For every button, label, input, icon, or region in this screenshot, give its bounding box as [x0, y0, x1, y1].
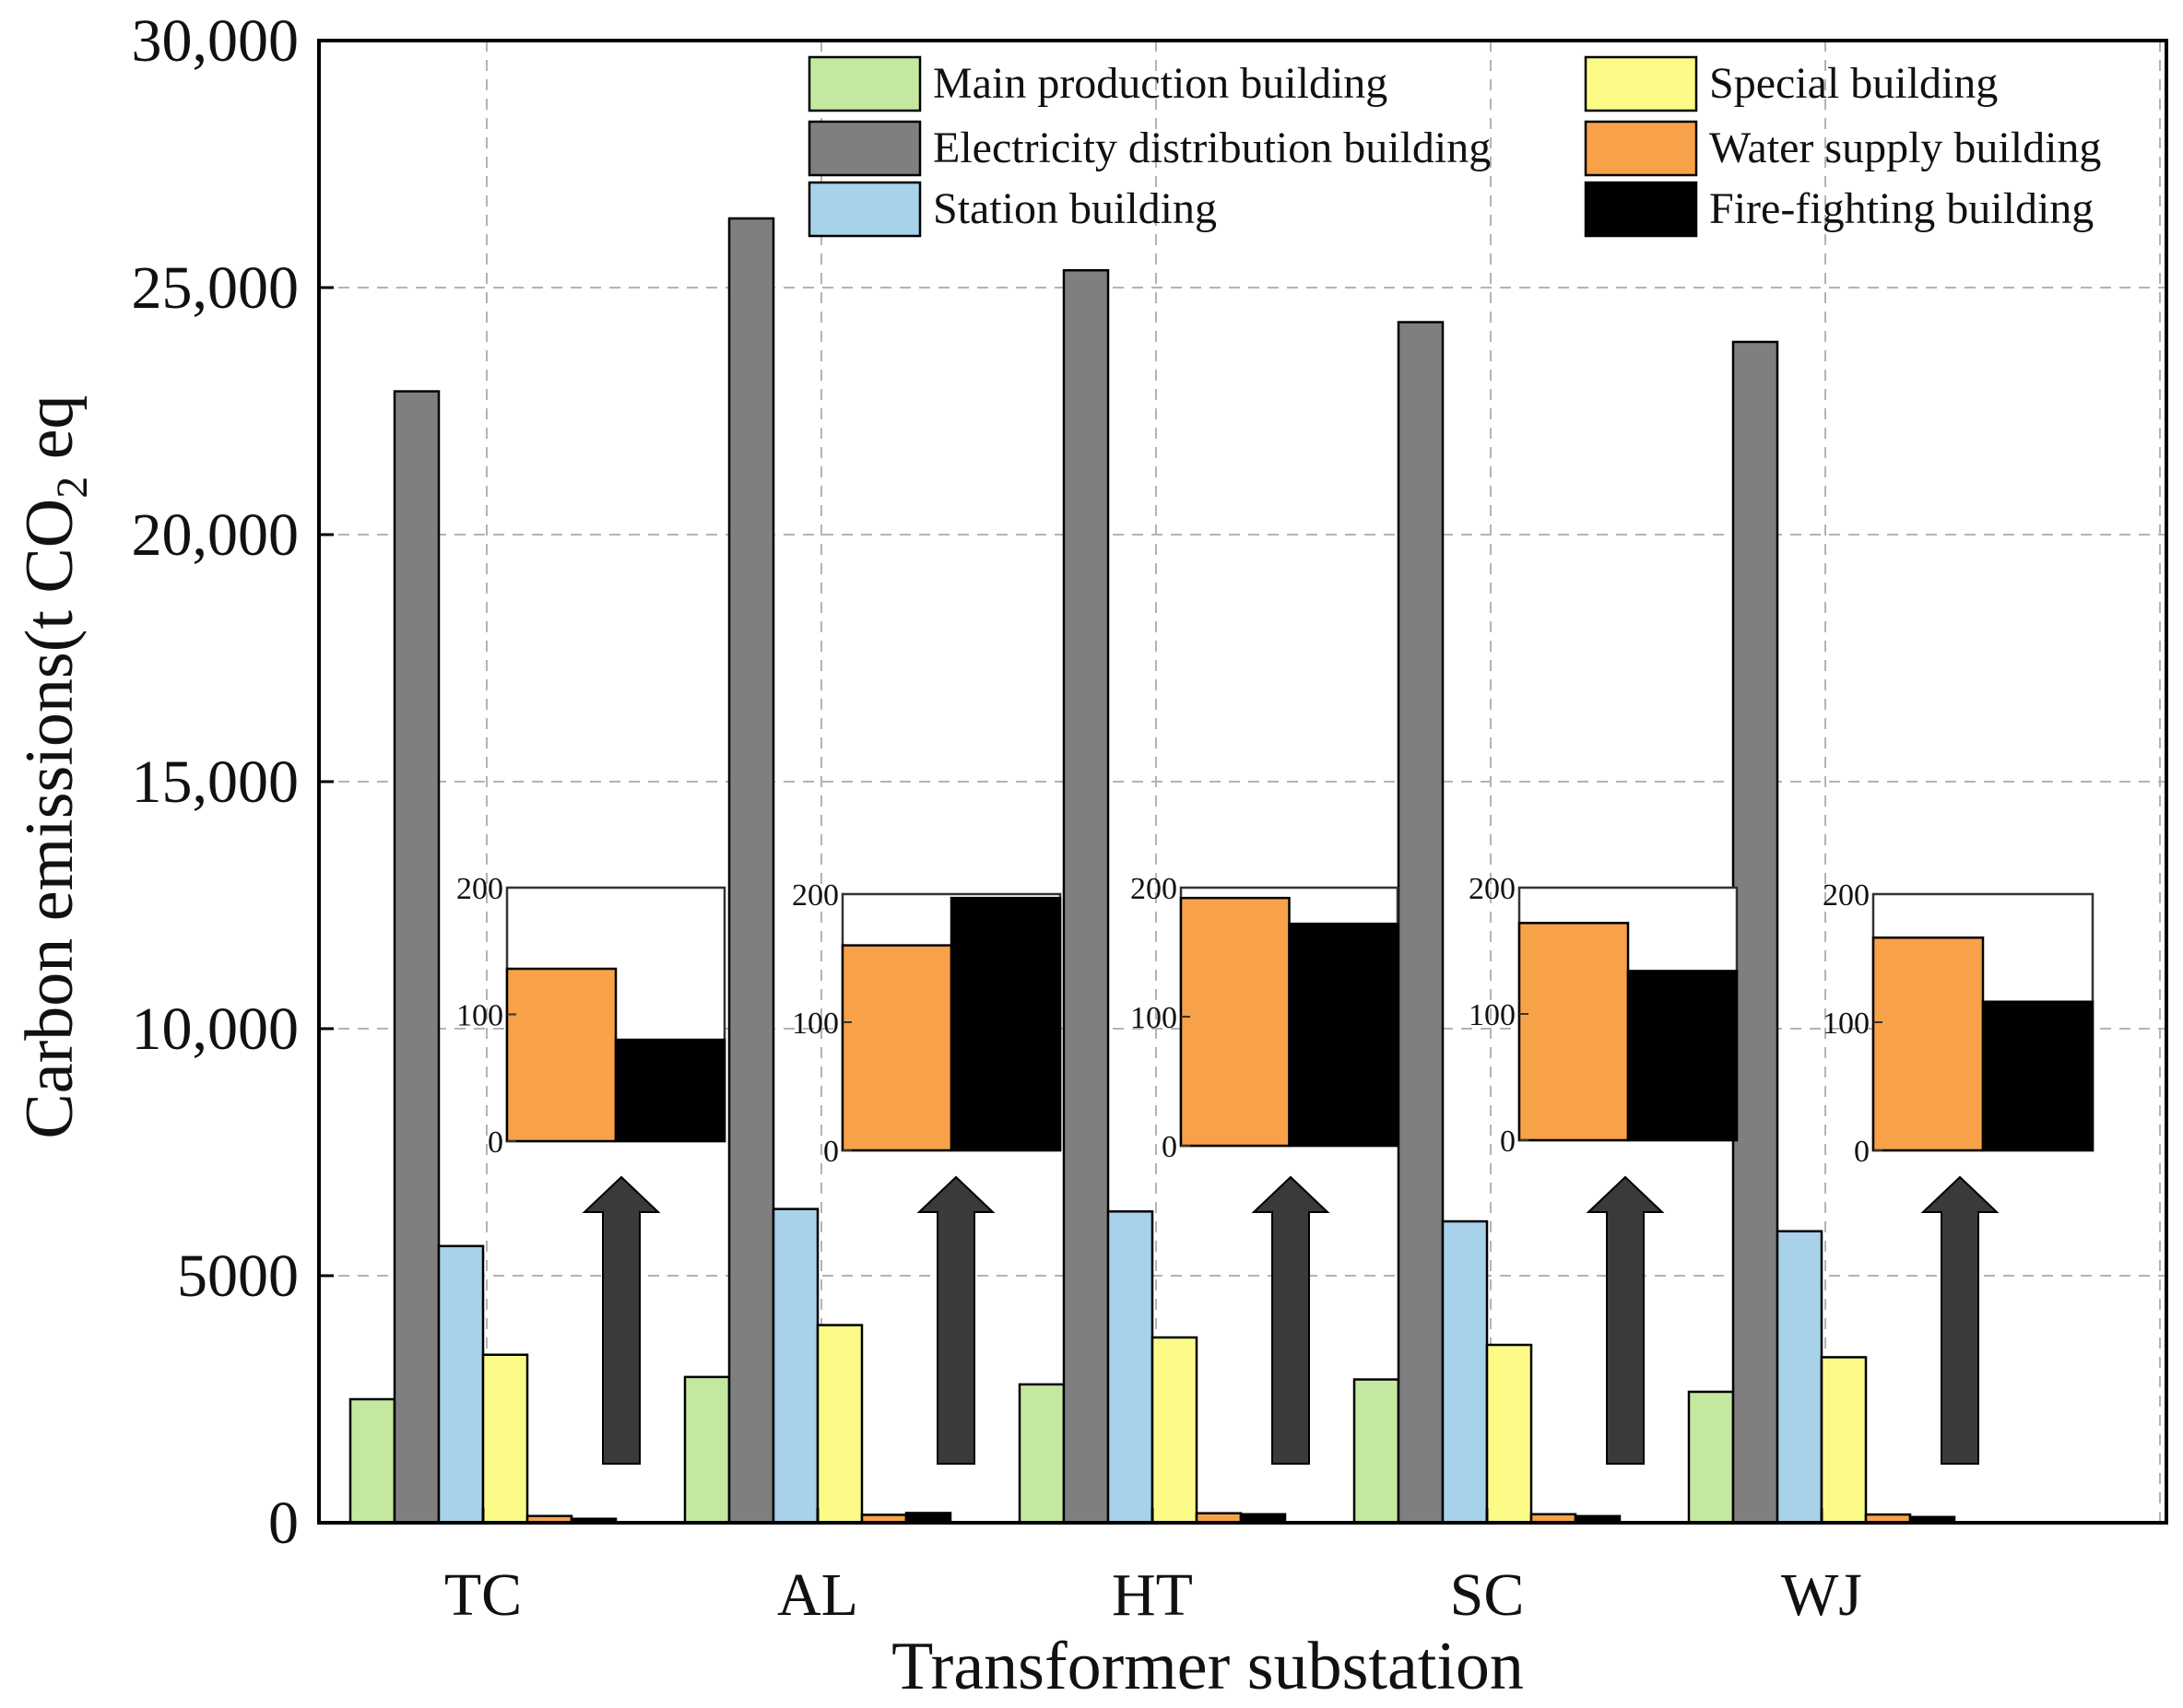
- inset-tick-label: 100: [1469, 998, 1516, 1032]
- y-tick-label: 30,000: [132, 7, 300, 75]
- inset-tick-label: 0: [823, 1135, 839, 1169]
- legend-item-station-building: Station building: [808, 181, 1217, 238]
- inset-bar-water-supply-building-wj: [1871, 936, 1985, 1152]
- inset-arrows: [582, 1175, 2000, 1465]
- bar-special-building-tc: [481, 1353, 529, 1525]
- inset-tick-label: 200: [1823, 878, 1870, 913]
- legend-swatch: [1584, 55, 1698, 112]
- inset-tick-label: 0: [1854, 1135, 1870, 1169]
- arrow-icon-tc: [582, 1175, 661, 1465]
- y-axis-title: Carbon emissions(t CO2 eq: [12, 395, 97, 1138]
- inset-tick-label: 200: [1130, 872, 1177, 906]
- grid-lines: [319, 41, 2166, 1523]
- arrow-icon-wj: [1920, 1175, 2000, 1465]
- legend-item-main-production-building: Main production building: [808, 55, 1387, 112]
- legend-label: Main production building: [933, 59, 1387, 108]
- inset-bar-fire-fighting-building-wj: [1981, 1000, 2094, 1152]
- bar-main-production-building-tc: [348, 1397, 396, 1525]
- bar-station-building-tc: [437, 1244, 485, 1525]
- legend: Main production building Electricity dist…: [808, 55, 2101, 238]
- arrow-icon-al: [916, 1175, 996, 1465]
- legend-item-fire-fighting-building: Fire-fighting building: [1584, 181, 2094, 238]
- inset-tick-label: 100: [1130, 1001, 1177, 1035]
- legend-label: Fire-fighting building: [1709, 184, 2094, 233]
- x-tick-label-wj: WJ: [1781, 1561, 1862, 1629]
- bar-special-building-ht: [1150, 1336, 1198, 1525]
- bar-electricity-distribution-building-al: [727, 217, 775, 1525]
- bar-main-production-building-al: [683, 1375, 731, 1525]
- y-tick-label: 25,000: [132, 254, 300, 322]
- legend-label: Station building: [933, 184, 1217, 233]
- legend-swatch: [808, 120, 922, 177]
- inset-al: 0 100 200: [792, 878, 1062, 1169]
- x-tick-label-ht: HT: [1112, 1561, 1193, 1629]
- axes: 0 5000 10,000 15,000 20,000 25,000 30,000 TC AL H…: [12, 7, 2168, 1704]
- bar-main-production-building-sc: [1352, 1378, 1400, 1525]
- bar-station-building-ht: [1106, 1210, 1154, 1525]
- arrow-icon-sc: [1586, 1175, 1665, 1465]
- bar-station-building-wj: [1776, 1230, 1823, 1525]
- legend-swatch: [808, 55, 922, 112]
- inset-bar-water-supply-building-tc: [505, 967, 618, 1143]
- y-tick-label: 5000: [177, 1243, 299, 1310]
- x-tick-label-al: AL: [777, 1561, 858, 1629]
- inset-ht: 0 100 200: [1130, 872, 1399, 1164]
- bar-special-building-wj: [1820, 1356, 1868, 1525]
- inset-tick-label: 200: [792, 878, 839, 913]
- bar-special-building-al: [816, 1324, 864, 1525]
- x-tick-label-tc: TC: [444, 1561, 522, 1629]
- inset-tick-label: 0: [488, 1125, 503, 1160]
- legend-swatch: [1584, 120, 1698, 177]
- y-tick-label: 15,000: [132, 748, 300, 816]
- x-axis-title: Transformer substation: [891, 1629, 1524, 1703]
- inset-tick-label: 100: [1823, 1007, 1870, 1041]
- legend-label: Water supply building: [1709, 124, 2101, 172]
- inset-tick-label: 100: [456, 999, 503, 1033]
- inset-bar-fire-fighting-building-al: [950, 896, 1062, 1152]
- inset-bar-fire-fighting-building-tc: [614, 1038, 726, 1143]
- inset-tick-label: 0: [1162, 1130, 1177, 1164]
- legend-item-electricity-distribution-building: Electricity distribution building: [808, 120, 1491, 177]
- bar-main-production-building-ht: [1018, 1383, 1066, 1525]
- inset-sc: 0 100 200: [1469, 872, 1739, 1159]
- bar-special-building-sc: [1485, 1343, 1533, 1525]
- bar-electricity-distribution-building-tc: [393, 390, 441, 1525]
- inset-bar-fire-fighting-building-sc: [1626, 970, 1739, 1142]
- inset-bar-water-supply-building-sc: [1517, 922, 1630, 1142]
- inset-tick-label: 200: [456, 872, 503, 906]
- legend-item-special-building: Special building: [1584, 55, 1998, 112]
- inset-tick-label: 0: [1500, 1125, 1516, 1159]
- bar-electricity-distribution-building-wj: [1731, 340, 1779, 1525]
- legend-swatch: [1584, 181, 1698, 238]
- inset-tick-label: 100: [792, 1007, 839, 1041]
- inset-bar-water-supply-building-ht: [1179, 896, 1291, 1148]
- legend-item-water-supply-building: Water supply building: [1584, 120, 2101, 177]
- inset-bar-fire-fighting-building-ht: [1288, 922, 1399, 1148]
- bar-main-production-building-wj: [1687, 1390, 1735, 1525]
- legend-label: Special building: [1709, 59, 1998, 108]
- bar-station-building-al: [772, 1207, 820, 1525]
- legend-label: Electricity distribution building: [933, 124, 1491, 172]
- inset-tc: 0 100 200: [456, 872, 726, 1160]
- y-tick-label: 20,000: [132, 501, 300, 569]
- inset-wj: 0 100 200: [1823, 878, 2094, 1169]
- legend-swatch: [808, 181, 922, 238]
- inset-bar-water-supply-building-al: [841, 944, 953, 1152]
- y-tick-label: 10,000: [132, 995, 300, 1063]
- bar-series: [348, 217, 1956, 1525]
- inset-zooms: 0 100 200 0 100 200 0 100 200 0 100 200 0 100 200: [456, 872, 2094, 1169]
- x-tick-label-sc: SC: [1450, 1561, 1525, 1629]
- arrow-icon-ht: [1251, 1175, 1330, 1465]
- bar-electricity-distribution-building-sc: [1397, 321, 1445, 1525]
- inset-tick-label: 200: [1469, 872, 1516, 906]
- bar-electricity-distribution-building-ht: [1062, 268, 1110, 1525]
- bar-station-building-sc: [1441, 1219, 1489, 1525]
- y-tick-label: 0: [268, 1490, 299, 1557]
